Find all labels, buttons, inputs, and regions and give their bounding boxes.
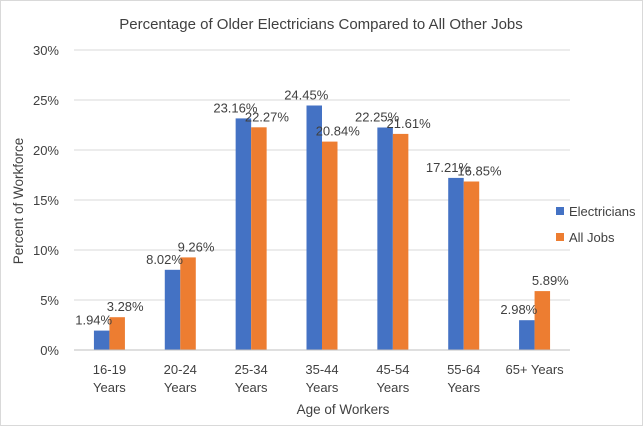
data-label: 17.21% [426, 160, 471, 175]
bars [93, 105, 551, 351]
y-tick-label: 20% [33, 143, 59, 158]
bar-electricians [519, 320, 535, 350]
y-tick-label: 25% [33, 93, 59, 108]
bar-all-jobs [392, 133, 409, 350]
chart-title: Percentage of Older Electricians Compare… [119, 16, 523, 33]
y-tick-label: 30% [33, 43, 59, 58]
y-tick-label: 5% [40, 293, 59, 308]
legend-swatch [556, 233, 564, 241]
bar-electricians [164, 269, 181, 350]
bar-all-jobs [251, 127, 267, 350]
x-tick-label: 25-34 [235, 362, 268, 377]
data-label: 22.27% [245, 109, 290, 124]
x-tick-label: 65+ Years [505, 362, 564, 377]
y-tick-label: 15% [33, 193, 59, 208]
data-label: 21.61% [387, 116, 432, 131]
x-tick-label: 35-44 [305, 362, 338, 377]
data-label: 3.28% [107, 299, 144, 314]
x-tick-label: 55-64 [447, 362, 480, 377]
data-label: 9.26% [178, 239, 215, 254]
bar-all-jobs [463, 181, 480, 350]
bar-all-jobs [109, 317, 125, 350]
bar-electricians [306, 105, 322, 350]
legend-swatch [556, 207, 564, 215]
x-tick-label: Years [376, 380, 409, 395]
data-labels: 1.94% 8.02% 23.16% 24.45% 22.25% 17.21% 2.98% 3… [75, 88, 569, 328]
y-axis-tick-labels: 0% 5% 10% 15% 20% 25% 30% [33, 43, 59, 358]
bar-electricians [377, 127, 393, 350]
x-tick-label: Years [447, 380, 480, 395]
bar-electricians [448, 177, 464, 350]
x-tick-label: Years [235, 380, 268, 395]
data-label: 24.45% [284, 88, 329, 103]
bar-electricians [93, 330, 110, 350]
data-label: 23.16% [213, 100, 258, 115]
bar-all-jobs [322, 141, 338, 350]
data-label: 16.85% [457, 164, 502, 179]
legend: Electricians All Jobs [556, 204, 636, 245]
data-label: 22.25% [355, 110, 400, 125]
y-tick-label: 10% [33, 243, 59, 258]
y-tick-label: 0% [40, 343, 59, 358]
data-label: 8.02% [146, 252, 183, 267]
legend-label: All Jobs [569, 230, 615, 245]
data-label: 5.89% [532, 273, 569, 288]
x-axis-tick-labels: 16-19 Years 20-24 Years 25-34 Years 35-44 Years… [93, 362, 564, 395]
legend-label: Electricians [569, 204, 636, 219]
bar-all-jobs [534, 291, 551, 350]
x-tick-label: 20-24 [164, 362, 197, 377]
y-axis-title: Percent of Workforce [11, 138, 26, 265]
bar-all-jobs [180, 257, 196, 350]
bar-electricians [235, 118, 252, 351]
data-label: 20.84% [316, 124, 361, 139]
x-tick-label: Years [93, 380, 126, 395]
x-tick-label: Years [306, 380, 339, 395]
x-tick-label: 45-54 [376, 362, 409, 377]
x-axis-title: Age of Workers [297, 402, 390, 417]
data-label: 1.94% [75, 313, 112, 328]
x-tick-label: Years [164, 380, 197, 395]
data-label: 2.98% [500, 302, 537, 317]
x-tick-label: 16-19 [93, 362, 126, 377]
